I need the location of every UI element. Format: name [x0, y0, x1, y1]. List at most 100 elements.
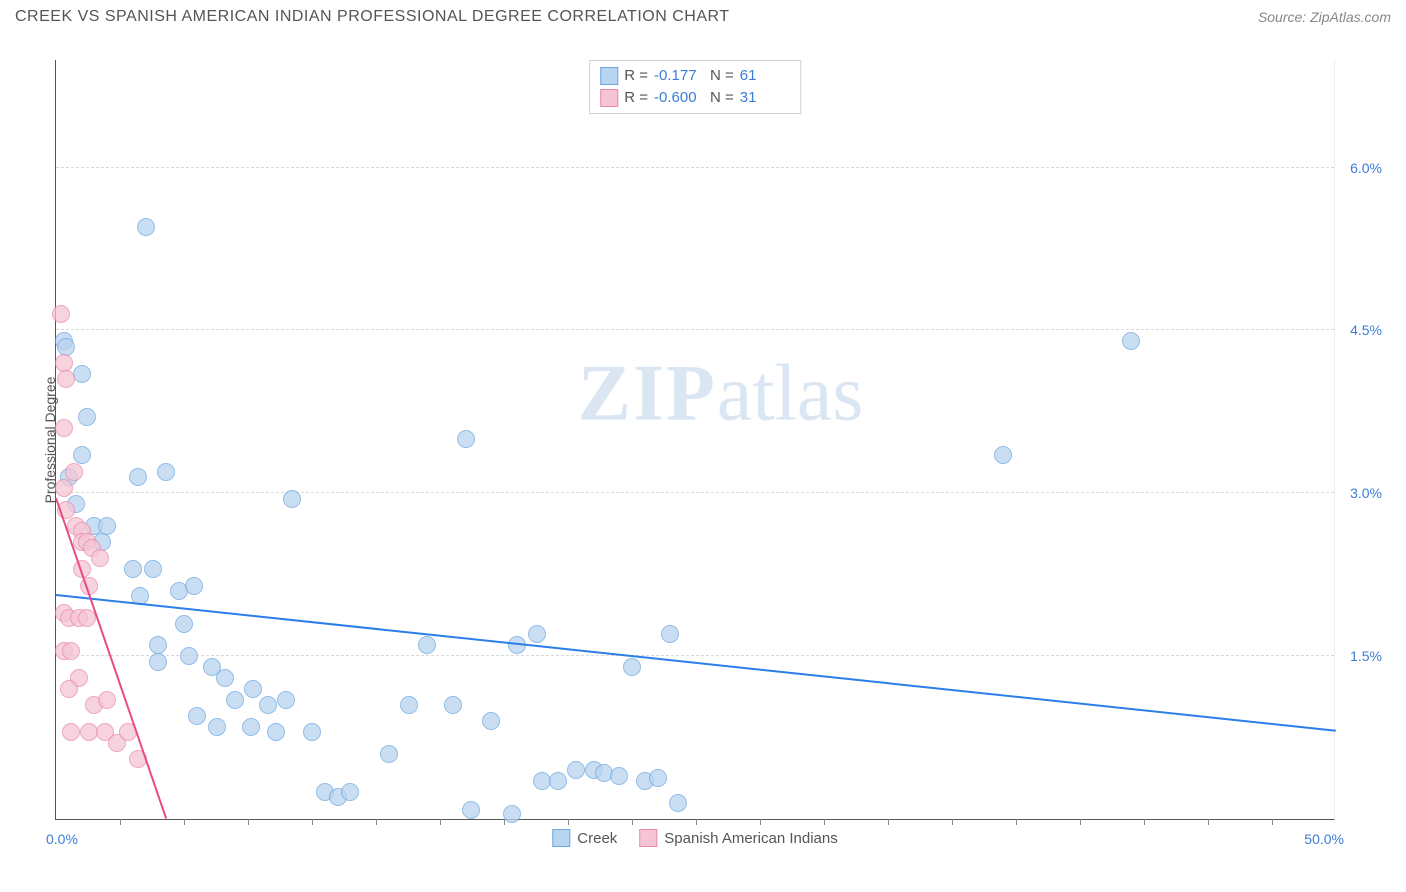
- x-tick: [952, 819, 953, 825]
- watermark: ZIPatlas: [578, 348, 864, 439]
- legend-r-value: -0.600: [654, 87, 704, 109]
- data-point: [462, 801, 480, 819]
- x-tick: [312, 819, 313, 825]
- chart-title: CREEK VS SPANISH AMERICAN INDIAN PROFESS…: [15, 8, 730, 26]
- data-point: [185, 577, 203, 595]
- data-point: [242, 718, 260, 736]
- x-tick: [440, 819, 441, 825]
- x-tick: [568, 819, 569, 825]
- data-point: [444, 696, 462, 714]
- x-tick: [1208, 819, 1209, 825]
- x-tick: [184, 819, 185, 825]
- data-point: [283, 490, 301, 508]
- data-point: [157, 463, 175, 481]
- data-point: [98, 691, 116, 709]
- data-point: [91, 549, 109, 567]
- trend-line: [56, 594, 1336, 732]
- data-point: [380, 745, 398, 763]
- legend-r-label: R =: [624, 65, 648, 87]
- data-point: [55, 479, 73, 497]
- legend-r-value: -0.177: [654, 65, 704, 87]
- data-point: [528, 625, 546, 643]
- data-point: [208, 718, 226, 736]
- data-point: [267, 723, 285, 741]
- x-tick: [1080, 819, 1081, 825]
- data-point: [216, 669, 234, 687]
- data-point: [55, 354, 73, 372]
- data-point: [149, 653, 167, 671]
- data-point: [188, 707, 206, 725]
- data-point: [623, 658, 641, 676]
- legend-item: Spanish American Indians: [639, 829, 837, 847]
- x-tick: [824, 819, 825, 825]
- data-point: [62, 642, 80, 660]
- legend-row: R =-0.600N =31: [600, 87, 790, 109]
- legend-label: Spanish American Indians: [664, 830, 837, 847]
- data-point: [418, 636, 436, 654]
- legend-label: Creek: [577, 830, 617, 847]
- x-axis-max-label: 50.0%: [1304, 831, 1344, 847]
- x-tick: [632, 819, 633, 825]
- x-tick: [1272, 819, 1273, 825]
- plot-area: Professional Degree ZIPatlas R =-0.177N …: [55, 60, 1335, 820]
- data-point: [65, 463, 83, 481]
- gridline: [56, 655, 1334, 656]
- data-point: [610, 767, 628, 785]
- x-tick: [696, 819, 697, 825]
- legend-n-label: N =: [710, 65, 734, 87]
- data-point: [1122, 332, 1140, 350]
- data-point: [457, 430, 475, 448]
- data-point: [259, 696, 277, 714]
- legend-n-label: N =: [710, 87, 734, 109]
- chart-container: Professional Degree ZIPatlas R =-0.177N …: [15, 40, 1391, 880]
- data-point: [60, 680, 78, 698]
- source-attribution: Source: ZipAtlas.com: [1258, 9, 1391, 25]
- data-point: [549, 772, 567, 790]
- y-tick-label: 3.0%: [1350, 485, 1382, 501]
- data-point: [55, 419, 73, 437]
- data-point: [277, 691, 295, 709]
- y-tick-label: 1.5%: [1350, 648, 1382, 664]
- data-point: [137, 218, 155, 236]
- x-tick: [1016, 819, 1017, 825]
- data-point: [180, 647, 198, 665]
- data-point: [244, 680, 262, 698]
- data-point: [226, 691, 244, 709]
- data-point: [73, 446, 91, 464]
- data-point: [129, 468, 147, 486]
- x-axis-min-label: 0.0%: [46, 831, 78, 847]
- data-point: [994, 446, 1012, 464]
- x-tick: [376, 819, 377, 825]
- data-point: [482, 712, 500, 730]
- x-tick: [120, 819, 121, 825]
- data-point: [661, 625, 679, 643]
- x-tick: [1144, 819, 1145, 825]
- data-point: [124, 560, 142, 578]
- legend-swatch: [600, 89, 618, 107]
- legend-swatch: [552, 829, 570, 847]
- y-tick-label: 4.5%: [1350, 322, 1382, 338]
- data-point: [78, 408, 96, 426]
- data-point: [98, 517, 116, 535]
- data-point: [341, 783, 359, 801]
- data-point: [144, 560, 162, 578]
- data-point: [649, 769, 667, 787]
- legend-n-value: 31: [740, 87, 790, 109]
- data-point: [57, 338, 75, 356]
- data-point: [62, 723, 80, 741]
- data-point: [73, 365, 91, 383]
- legend-item: Creek: [552, 829, 617, 847]
- series-legend: Creek Spanish American Indians: [552, 829, 837, 847]
- legend-swatch: [639, 829, 657, 847]
- correlation-legend: R =-0.177N =61R =-0.600N =31: [589, 60, 801, 114]
- data-point: [567, 761, 585, 779]
- gridline: [56, 329, 1334, 330]
- data-point: [400, 696, 418, 714]
- data-point: [78, 609, 96, 627]
- x-tick: [760, 819, 761, 825]
- data-point: [669, 794, 687, 812]
- legend-row: R =-0.177N =61: [600, 65, 790, 87]
- gridline: [56, 492, 1334, 493]
- x-tick: [248, 819, 249, 825]
- x-tick: [888, 819, 889, 825]
